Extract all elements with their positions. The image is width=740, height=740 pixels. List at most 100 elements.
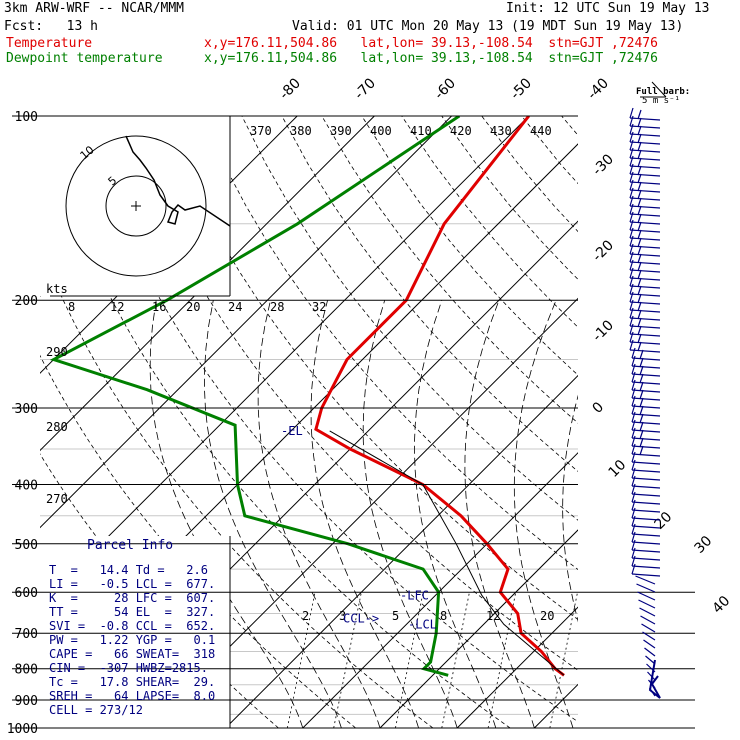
wind-barb (631, 483, 661, 497)
moist-adiabat (310, 300, 419, 728)
mixing-ratio-label: 12 (486, 609, 500, 623)
dry-adiabat (481, 116, 578, 233)
isotherm-label: -80 (277, 75, 304, 102)
moist-adiabat (562, 394, 578, 623)
wind-barb (631, 363, 661, 377)
dewpoint-profile (49, 116, 461, 677)
pressure-label: 500 (15, 538, 38, 553)
wind-barb (629, 187, 661, 201)
wind-barb (639, 607, 656, 617)
wind-barb (629, 291, 661, 305)
wind-barb (629, 315, 661, 329)
isentrope-label: 440 (530, 124, 552, 138)
dry-adiabat (161, 116, 578, 621)
wind-barb (629, 259, 661, 273)
wind-barb (631, 507, 661, 521)
parcel-info-panel: Parcel Info T = 14.4 Td = 2.6 LI = -0.5 L… (40, 537, 229, 727)
valid-time: Valid: 01 UTC Mon 20 May 13 (19 MDT Sun … (292, 19, 684, 34)
wind-barb (629, 163, 661, 177)
isotherm-line (302, 452, 578, 728)
isotherm-line (379, 529, 578, 728)
wind-barb (629, 323, 661, 337)
isotherm-label: 40 (710, 593, 734, 617)
wind-barb (631, 371, 661, 385)
isentrope-label: 420 (450, 124, 472, 138)
wind-barb (631, 491, 661, 505)
wind-barb (642, 631, 656, 641)
dry-adiabat (121, 116, 578, 671)
wind-barb (645, 655, 656, 665)
isotherm-line (40, 116, 452, 529)
parcel-info-row: TT = 54 EL = 327. (49, 605, 216, 619)
wind-barb (629, 243, 661, 257)
isotherm-line (40, 116, 530, 606)
wind-speed-tick: 8 (68, 300, 75, 314)
hodograph-ring (65, 135, 207, 277)
wind-barb (631, 411, 661, 425)
ccl-annotation: CCL-> (343, 611, 379, 625)
parcel-info-row: CAPE = 66 SWEAT= 318 (49, 647, 216, 661)
wind-barb (629, 331, 661, 345)
pressure-label: 1000 (7, 722, 38, 737)
dry-adiabat (281, 116, 578, 472)
wind-barb (629, 115, 661, 129)
theta-label: 270 (46, 492, 68, 506)
wind-barb (631, 387, 661, 401)
mixing-ratio-label: 2 (302, 609, 309, 623)
parcel-info-row: CIN = -307 HWBZ=2815. (49, 661, 208, 675)
wind-barb (629, 283, 661, 297)
dry-adiabat (361, 116, 578, 376)
isotherm-label: -60 (432, 75, 459, 102)
dry-adiabat (721, 116, 740, 728)
moist-adiabat (513, 300, 574, 728)
wind-barb (629, 211, 661, 225)
mixing-ratio-line (395, 592, 424, 728)
wind-barb (631, 419, 661, 433)
mixing-ratio-line (441, 592, 470, 728)
dry-adiabat (241, 116, 578, 521)
dry-adiabat (521, 116, 578, 185)
wind-barb (629, 251, 661, 265)
wind-barb (629, 123, 661, 137)
dewpoint-info: x,y=176.11,504.86 lat,lon= 39.13,-108.54… (204, 51, 658, 66)
wind-speed-tick: 20 (186, 300, 200, 314)
wind-barb (641, 623, 656, 633)
mixing-ratio-line (333, 592, 362, 728)
parcel-info-row: CELL = 273/12 (49, 703, 143, 717)
forecast-hour: Fcst: 13 h (4, 19, 98, 34)
wind-barb (636, 583, 656, 593)
isentrope-label: 380 (290, 124, 312, 138)
wind-barb (629, 227, 661, 241)
moist-adiabat (257, 300, 381, 728)
wind-speed-tick: 28 (270, 300, 284, 314)
isentrope-label: 370 (250, 124, 272, 138)
wind-speed-unit: kts (46, 282, 68, 296)
mixing-ratio-line (286, 592, 316, 728)
wind-barb (631, 531, 661, 545)
wind-barb (631, 515, 661, 529)
wind-barb (629, 155, 661, 169)
wind-barb (643, 639, 656, 649)
pressure-label: 100 (15, 110, 38, 125)
mixing-ratio-label: 3 (339, 609, 346, 623)
dry-adiabat (40, 244, 434, 728)
pressure-label: 900 (15, 694, 38, 709)
dry-adiabat (441, 116, 578, 280)
wind-barb (629, 275, 661, 289)
wind-barb (631, 427, 661, 441)
wind-barb (631, 539, 661, 553)
wind-barb (629, 171, 661, 185)
dry-adiabat (681, 116, 740, 728)
isotherm-label: 20 (652, 509, 676, 533)
wind-barb (629, 307, 661, 321)
wind-speed-tick: 16 (152, 300, 166, 314)
wind-barb (629, 299, 661, 313)
parcel-info-row: K = 28 LFC = 607. (49, 591, 216, 605)
mixing-ratio-label: 8 (440, 609, 447, 623)
mixing-ratio-line (549, 592, 578, 728)
wind-barb (631, 475, 661, 489)
parcel-info-row: T = 14.4 Td = 2.6 (49, 563, 208, 577)
wind-barb (637, 591, 656, 601)
wind-barb (629, 267, 661, 281)
isotherm-label: -70 (352, 75, 379, 102)
